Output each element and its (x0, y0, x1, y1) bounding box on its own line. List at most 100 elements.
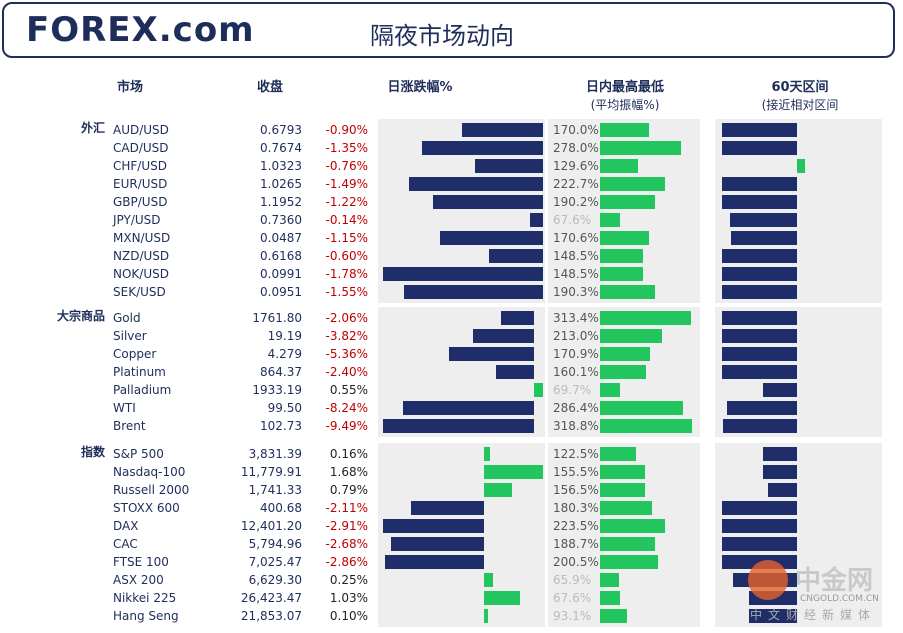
amplitude-bar (600, 249, 644, 263)
range-bar (763, 447, 797, 461)
change: -0.60% (325, 249, 368, 263)
range-bar (763, 383, 797, 397)
amplitude-bar (600, 267, 644, 281)
amplitude-bar (600, 231, 650, 245)
market-name: CHF/USD (113, 159, 167, 173)
range-bar (721, 267, 797, 281)
amplitude: 190.3% (553, 285, 599, 299)
amplitude-bar (600, 419, 693, 433)
change-bar (410, 501, 485, 515)
close: 1,741.33 (248, 483, 302, 497)
market-name: Nasdaq-100 (113, 465, 186, 479)
change-bar (484, 573, 494, 587)
amplitude-bar (600, 555, 659, 569)
amplitude-bar (600, 573, 620, 587)
market-name: SEK/USD (113, 285, 166, 299)
amplitude-bar (600, 447, 636, 461)
close: 19.19 (267, 329, 302, 343)
amplitude: 188.7% (553, 537, 599, 551)
change-bar (384, 555, 485, 569)
amplitude-bar (600, 141, 681, 155)
amplitude: 93.1% (553, 609, 592, 623)
change-bar (391, 537, 485, 551)
change-bar (484, 465, 543, 479)
change-bar (474, 159, 543, 173)
amplitude: 148.5% (553, 267, 599, 281)
amplitude: 69.7% (553, 383, 592, 397)
close: 7,025.47 (248, 555, 302, 569)
change-bar (462, 123, 543, 137)
amplitude-bar (600, 285, 656, 299)
close: 864.37 (260, 365, 302, 379)
change-bar (484, 609, 488, 623)
amplitude-bar (600, 311, 691, 325)
market-name: Brent (113, 419, 146, 433)
amplitude: 122.5% (553, 447, 599, 461)
close: 6,629.30 (248, 573, 302, 587)
watermark: 中文财经新媒体 (750, 608, 877, 622)
watermark: 中金网 (795, 566, 874, 596)
close: 3,831.39 (248, 447, 302, 461)
amplitude: 155.5% (553, 465, 599, 479)
change-bar (383, 519, 485, 533)
market-name: GBP/USD (113, 195, 168, 209)
range-bar (721, 347, 797, 361)
change-bar (484, 447, 490, 461)
change: -1.78% (325, 267, 368, 281)
range-bar (763, 465, 797, 479)
col-subheader: (平均振幅%) (590, 98, 660, 112)
market-name: CAD/USD (113, 141, 169, 155)
close: 4.279 (267, 347, 302, 361)
change-bar (439, 231, 543, 245)
market-name: Russell 2000 (113, 483, 190, 497)
market-name: Hang Seng (113, 609, 179, 623)
amplitude: 67.6% (553, 213, 592, 227)
amplitude: 313.4% (553, 311, 599, 325)
change-bar (495, 365, 535, 379)
amplitude: 67.6% (553, 591, 592, 605)
range-bar (721, 365, 797, 379)
amplitude: 180.3% (553, 501, 599, 515)
close: 1.0265 (260, 177, 302, 191)
col-header: 60天区间 (771, 80, 829, 95)
close: 1933.19 (252, 383, 302, 397)
watermark-icon (748, 560, 788, 600)
close: 0.7360 (260, 213, 302, 227)
close: 1.0323 (260, 159, 302, 173)
change: 0.25% (329, 573, 368, 587)
market-name: Copper (113, 347, 157, 361)
close: 5,794.96 (248, 537, 302, 551)
amplitude-bar (600, 195, 656, 209)
market-name: NZD/USD (113, 249, 170, 263)
market-name: EUR/USD (113, 177, 168, 191)
change-bar (421, 141, 543, 155)
section-label: 指数 (80, 445, 105, 459)
range-bar (721, 195, 797, 209)
change-bar (484, 483, 512, 497)
amplitude-bar (600, 159, 638, 173)
change-bar (489, 249, 543, 263)
amplitude-bar (600, 177, 665, 191)
change: -2.11% (325, 501, 368, 515)
col-header: 收盘 (256, 80, 283, 95)
close: 12,401.20 (240, 519, 302, 533)
market-name: Silver (113, 329, 147, 343)
close: 11,779.91 (240, 465, 302, 479)
close: 0.0951 (260, 285, 302, 299)
amplitude: 223.5% (553, 519, 599, 533)
range-bar (721, 519, 797, 533)
range-bar (721, 249, 797, 263)
amplitude: 160.1% (553, 365, 599, 379)
amplitude-bar (600, 609, 627, 623)
amplitude-bar (600, 383, 621, 397)
range-bar (721, 537, 797, 551)
market-name: Nikkei 225 (113, 591, 177, 605)
close: 0.6793 (260, 123, 302, 137)
change-bar (501, 311, 535, 325)
close: 400.68 (260, 501, 302, 515)
logo: FOREX.com (26, 10, 255, 50)
change-bar (473, 329, 535, 343)
close: 1.1952 (260, 195, 302, 209)
close: 21,853.07 (240, 609, 302, 623)
change: -1.35% (325, 141, 368, 155)
